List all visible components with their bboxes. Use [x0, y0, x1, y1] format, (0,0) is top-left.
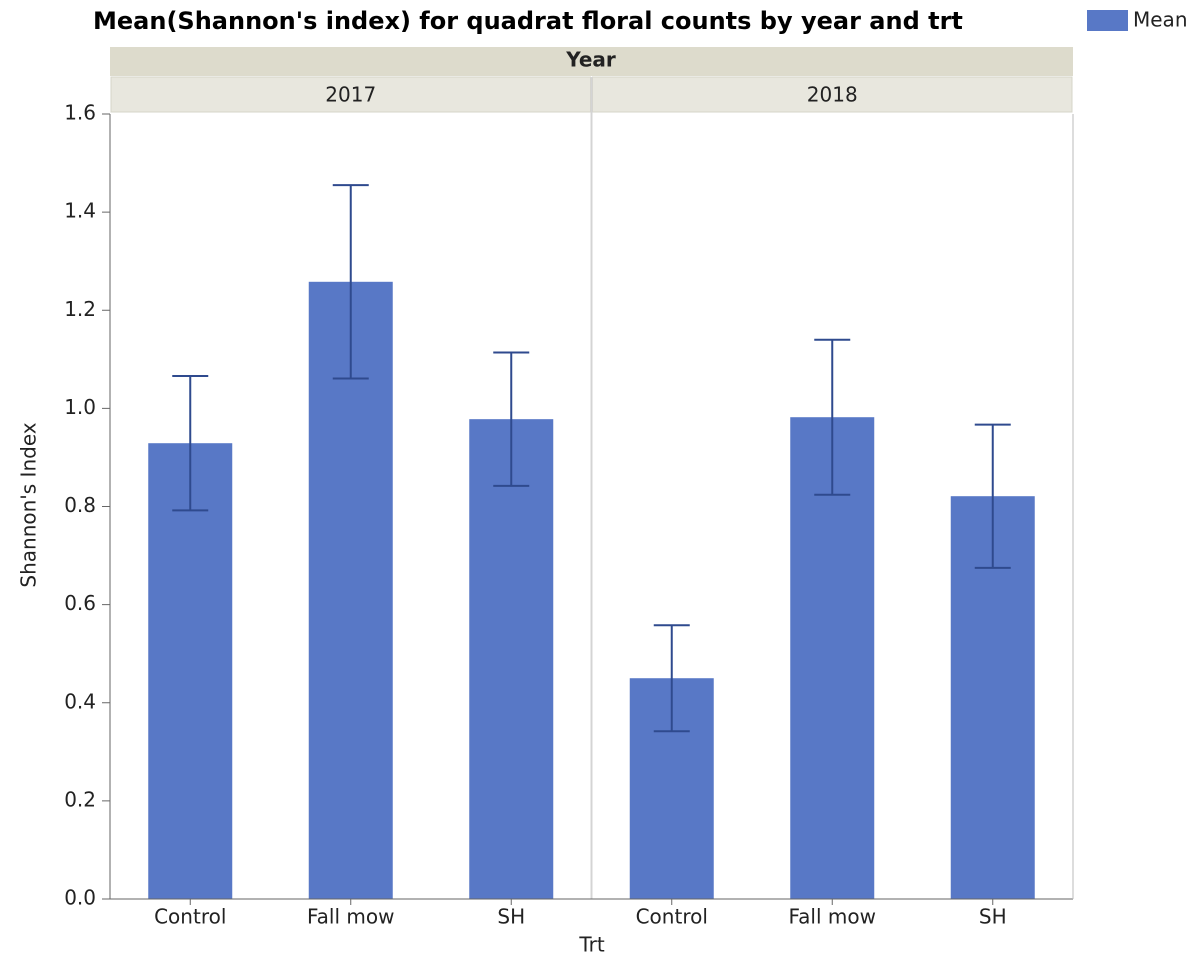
y-tick-label: 1.0 [64, 395, 96, 419]
x-tick-label: Fall mow [789, 905, 876, 929]
legend-label: Mean [1133, 8, 1188, 32]
chart-title: Mean(Shannon's index) for quadrat floral… [93, 7, 963, 35]
x-tick-label: Control [636, 905, 708, 929]
y-tick-label: 1.2 [64, 297, 96, 321]
bar [308, 281, 393, 899]
legend-swatch [1087, 10, 1128, 31]
y-tick-label: 0.2 [64, 787, 96, 811]
facet-title: Year [565, 48, 616, 72]
x-tick-label: SH [497, 905, 525, 929]
bar [469, 419, 554, 899]
y-tick-label: 1.4 [64, 199, 96, 223]
facet-label-bg [592, 76, 1073, 113]
facet-label: 2018 [807, 83, 858, 107]
facet-label: 2017 [325, 83, 376, 107]
bar [790, 417, 875, 899]
y-axis-label: Shannon's Index [17, 422, 41, 587]
x-axis-label: Trt [578, 933, 605, 957]
x-tick-label: SH [979, 905, 1007, 929]
y-tick-label: 0.6 [64, 591, 96, 615]
y-tick-label: 0.8 [64, 493, 96, 517]
facet-header [110, 47, 1073, 76]
y-tick-label: 1.6 [64, 101, 96, 125]
x-tick-label: Control [154, 905, 226, 929]
x-tick-label: Fall mow [307, 905, 394, 929]
y-tick-label: 0.4 [64, 689, 96, 713]
bar [148, 443, 233, 899]
y-tick-label: 0.0 [64, 886, 96, 910]
facet-label-bg [110, 76, 591, 113]
